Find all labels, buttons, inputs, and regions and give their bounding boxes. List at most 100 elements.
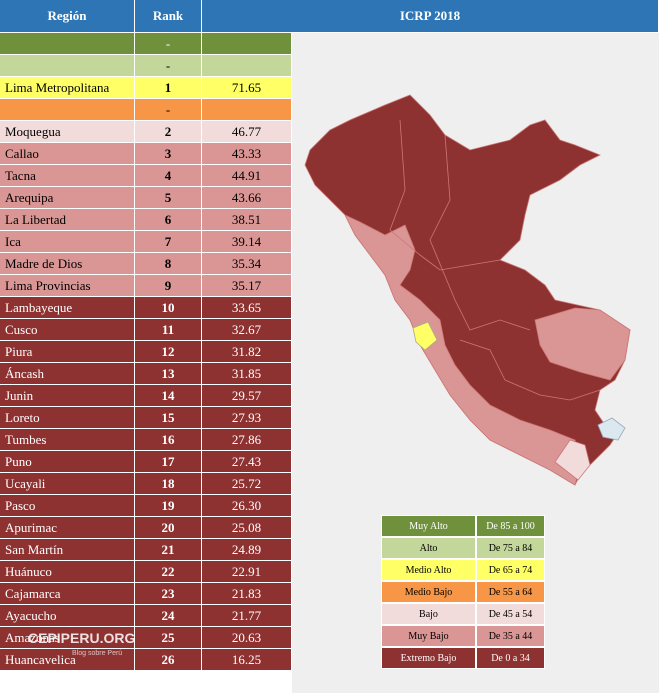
legend-label: Medio Alto bbox=[381, 559, 476, 581]
rank-cell: 2 bbox=[135, 121, 202, 143]
value-cell bbox=[202, 99, 292, 121]
rank-cell: 22 bbox=[135, 561, 202, 583]
region-cell: Áncash bbox=[0, 363, 135, 385]
rank-cell: 17 bbox=[135, 451, 202, 473]
region-cell: Huancavelica bbox=[0, 649, 135, 671]
value-cell: 46.77 bbox=[202, 121, 292, 143]
rank-cell: 8 bbox=[135, 253, 202, 275]
madre-de-dios bbox=[534, 307, 631, 381]
region-cell: La Libertad bbox=[0, 209, 135, 231]
legend-range: De 55 a 64 bbox=[476, 581, 545, 603]
legend-range: De 35 a 44 bbox=[476, 625, 545, 647]
region-cell: Tumbes bbox=[0, 429, 135, 451]
region-cell: Ucayali bbox=[0, 473, 135, 495]
rank-cell: 4 bbox=[135, 165, 202, 187]
region-cell bbox=[0, 99, 135, 121]
legend-range: De 0 a 34 bbox=[476, 647, 545, 669]
value-cell: 44.91 bbox=[202, 165, 292, 187]
header-region: Región bbox=[0, 0, 135, 33]
legend-label: Extremo Bajo bbox=[381, 647, 476, 669]
value-cell: 35.17 bbox=[202, 275, 292, 297]
rank-cell: 18 bbox=[135, 473, 202, 495]
legend-label: Bajo bbox=[381, 603, 476, 625]
region-cell: Junin bbox=[0, 385, 135, 407]
region-cell bbox=[0, 33, 135, 55]
legend-label: Muy Bajo bbox=[381, 625, 476, 647]
region-cell: Lima Provincias bbox=[0, 275, 135, 297]
region-cell: Callao bbox=[0, 143, 135, 165]
region-cell: Madre de Dios bbox=[0, 253, 135, 275]
value-cell: 25.72 bbox=[202, 473, 292, 495]
border bbox=[389, 119, 501, 271]
peru-region bbox=[304, 94, 631, 486]
rank-cell: 16 bbox=[135, 429, 202, 451]
rank-cell: - bbox=[135, 33, 202, 55]
region-cell: Ica bbox=[0, 231, 135, 253]
value-cell: 71.65 bbox=[202, 77, 292, 99]
rank-cell: 26 bbox=[135, 649, 202, 671]
lima bbox=[412, 321, 438, 351]
rank-cell: 14 bbox=[135, 385, 202, 407]
rank-cell: 19 bbox=[135, 495, 202, 517]
rank-cell: 20 bbox=[135, 517, 202, 539]
value-cell: 32.67 bbox=[202, 319, 292, 341]
value-cell: 29.57 bbox=[202, 385, 292, 407]
region-cell: Pasco bbox=[0, 495, 135, 517]
rank-cell: 5 bbox=[135, 187, 202, 209]
value-cell: 38.51 bbox=[202, 209, 292, 231]
rank-cell: 1 bbox=[135, 77, 202, 99]
lake bbox=[597, 417, 626, 441]
region-cell: Apurimac bbox=[0, 517, 135, 539]
region-cell: Lambayeque bbox=[0, 297, 135, 319]
legend-range: De 75 a 84 bbox=[476, 537, 545, 559]
value-cell: 25.08 bbox=[202, 517, 292, 539]
rank-cell: 21 bbox=[135, 539, 202, 561]
region-cell: Amazonas bbox=[0, 627, 135, 649]
region-cell: San Martín bbox=[0, 539, 135, 561]
region-cell: Piura bbox=[0, 341, 135, 363]
header-title: ICRP 2018 bbox=[202, 0, 659, 33]
rank-cell: 23 bbox=[135, 583, 202, 605]
rank-cell: 9 bbox=[135, 275, 202, 297]
value-cell: 27.86 bbox=[202, 429, 292, 451]
rank-cell: 7 bbox=[135, 231, 202, 253]
rank-cell: 6 bbox=[135, 209, 202, 231]
value-cell: 43.66 bbox=[202, 187, 292, 209]
value-cell: 35.34 bbox=[202, 253, 292, 275]
value-cell bbox=[202, 55, 292, 77]
value-cell bbox=[202, 33, 292, 55]
value-cell: 16.25 bbox=[202, 649, 292, 671]
rank-cell: 13 bbox=[135, 363, 202, 385]
region-cell: Tacna bbox=[0, 165, 135, 187]
border bbox=[429, 134, 531, 331]
watermark: CEPIPERU.ORG bbox=[28, 630, 136, 646]
region-cell: Puno bbox=[0, 451, 135, 473]
moquegua bbox=[554, 439, 591, 481]
rank-cell: 24 bbox=[135, 605, 202, 627]
region-cell: Huánuco bbox=[0, 561, 135, 583]
value-cell: 22.91 bbox=[202, 561, 292, 583]
coast-region bbox=[344, 214, 581, 486]
legend-range: De 65 a 74 bbox=[476, 559, 545, 581]
region-cell: Ayacucho bbox=[0, 605, 135, 627]
value-cell: 26.30 bbox=[202, 495, 292, 517]
legend-label: Muy Alto bbox=[381, 515, 476, 537]
region-cell: Cusco bbox=[0, 319, 135, 341]
legend-range: De 85 a 100 bbox=[476, 515, 545, 537]
rank-cell: 11 bbox=[135, 319, 202, 341]
value-cell: 43.33 bbox=[202, 143, 292, 165]
region-cell: Cajamarca bbox=[0, 583, 135, 605]
rank-cell: 12 bbox=[135, 341, 202, 363]
header-rank: Rank bbox=[135, 0, 202, 33]
value-cell: 27.43 bbox=[202, 451, 292, 473]
value-cell: 20.63 bbox=[202, 627, 292, 649]
value-cell: 31.82 bbox=[202, 341, 292, 363]
rank-cell: 10 bbox=[135, 297, 202, 319]
value-cell: 39.14 bbox=[202, 231, 292, 253]
value-cell: 21.77 bbox=[202, 605, 292, 627]
border bbox=[459, 339, 601, 401]
rank-cell: 3 bbox=[135, 143, 202, 165]
rank-cell: - bbox=[135, 55, 202, 77]
rank-cell: 15 bbox=[135, 407, 202, 429]
